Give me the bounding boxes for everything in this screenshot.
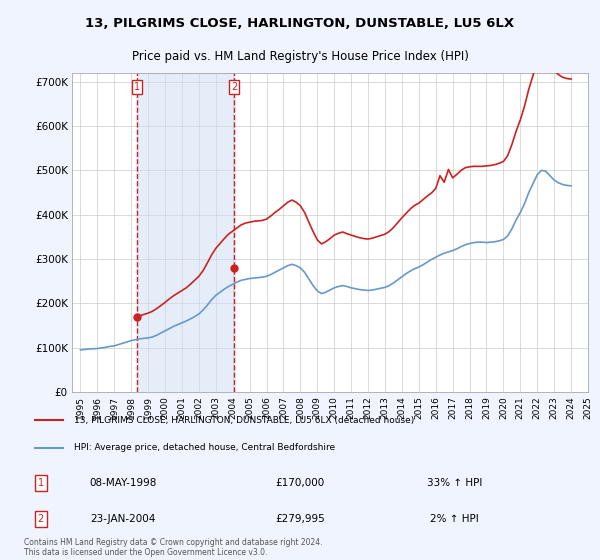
Text: 13, PILGRIMS CLOSE, HARLINGTON, DUNSTABLE, LU5 6LX: 13, PILGRIMS CLOSE, HARLINGTON, DUNSTABL…: [85, 17, 515, 30]
Text: 33% ↑ HPI: 33% ↑ HPI: [427, 478, 482, 488]
Text: 08-MAY-1998: 08-MAY-1998: [89, 478, 157, 488]
Text: 23-JAN-2004: 23-JAN-2004: [91, 515, 156, 524]
Text: £170,000: £170,000: [275, 478, 325, 488]
Bar: [137, 73, 234, 392]
Text: £279,995: £279,995: [275, 515, 325, 524]
Text: 2: 2: [37, 515, 44, 524]
Text: Contains HM Land Registry data © Crown copyright and database right 2024.
This d: Contains HM Land Registry data © Crown c…: [24, 538, 323, 557]
Text: HPI: Average price, detached house, Central Bedfordshire: HPI: Average price, detached house, Cent…: [74, 444, 335, 452]
Text: 2: 2: [231, 82, 237, 92]
Text: 2% ↑ HPI: 2% ↑ HPI: [430, 515, 479, 524]
Text: Price paid vs. HM Land Registry's House Price Index (HPI): Price paid vs. HM Land Registry's House …: [131, 50, 469, 63]
Text: 1: 1: [134, 82, 140, 92]
Text: 1: 1: [37, 478, 44, 488]
Text: 13, PILGRIMS CLOSE, HARLINGTON, DUNSTABLE, LU5 6LX (detached house): 13, PILGRIMS CLOSE, HARLINGTON, DUNSTABL…: [74, 416, 414, 424]
